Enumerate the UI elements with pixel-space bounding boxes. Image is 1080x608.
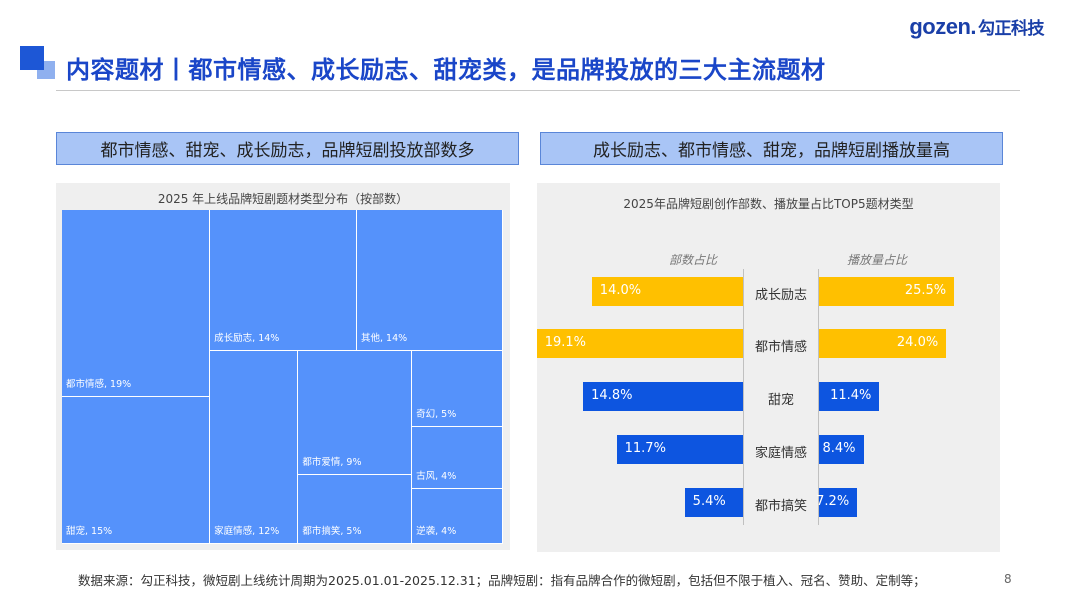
title-divider — [56, 90, 1020, 91]
right-bar — [819, 277, 955, 306]
gozen-logo: gozen. 勾正科技 — [909, 14, 1044, 40]
treemap-label: 逆袭, 4% — [416, 525, 457, 537]
right-bar-label: 11.4% — [830, 388, 872, 403]
left-bar-label: 11.7% — [624, 441, 666, 456]
logo-chinese: 勾正科技 — [978, 19, 1045, 38]
treemap-cell: 逆袭, 4% — [412, 489, 503, 544]
treemap-cell: 其他, 14% — [357, 210, 503, 351]
treemap-cell: 都市情感, 19% — [62, 210, 211, 398]
treemap-label: 奇幻, 5% — [416, 408, 457, 420]
bar-chart-panel: 2025年品牌短剧创作部数、播放量占比TOP5题材类型 部数占比 播放量占比 成… — [536, 183, 1000, 552]
treemap-label: 都市爱情, 9% — [302, 456, 362, 468]
right-bar-label: 8.4% — [822, 441, 856, 456]
treemap-label: 都市搞笑, 5% — [302, 525, 362, 537]
left-bar-label: 5.4% — [692, 494, 726, 509]
right-axis-label: 播放量占比 — [847, 253, 908, 267]
logo-wordmark: gozen. — [909, 14, 976, 39]
treemap-cell: 甜宠, 15% — [62, 397, 211, 544]
right-bar-label: 24.0% — [896, 335, 939, 350]
treemap-label: 甜宠, 15% — [66, 525, 113, 537]
right-bar — [819, 382, 880, 411]
treemap-label: 其他, 14% — [361, 332, 408, 344]
treemap-label: 家庭情感, 12% — [214, 525, 280, 537]
left-bar — [591, 277, 743, 306]
treemap-cell: 都市爱情, 9% — [298, 350, 413, 475]
right-section-heading: 成长励志、都市情感、甜宠，品牌短剧播放量高 — [540, 132, 1003, 165]
treemap-title: 2025 年上线品牌短剧题材类型分布（按部数） — [157, 192, 409, 206]
left-bar-label: 19.1% — [544, 335, 587, 350]
treemap-cell: 成长励志, 14% — [210, 210, 358, 351]
left-bar — [684, 488, 743, 517]
right-bar-label: 25.5% — [904, 283, 947, 298]
page-number: 8 — [1004, 572, 1012, 586]
right-bar-label: 7.2% — [816, 494, 850, 509]
category-label: 都市搞笑 — [754, 499, 807, 514]
treemap-label: 成长励志, 14% — [214, 332, 280, 344]
axis-divider-right — [818, 269, 819, 525]
treemap-cell: 奇幻, 5% — [412, 350, 503, 427]
left-bar-label: 14.0% — [599, 283, 642, 298]
category-label: 家庭情感 — [754, 446, 807, 461]
category-label: 成长励志 — [754, 288, 807, 303]
page-title: 内容题材丨都市情感、成长励志、甜宠类，是品牌投放的三大主流题材 — [66, 56, 826, 84]
left-bar-label: 14.8% — [591, 388, 633, 403]
treemap-panel: 2025 年上线品牌短剧题材类型分布（按部数） 都市情感, 19% 甜宠, 15%… — [56, 183, 510, 550]
category-label: 甜宠 — [767, 393, 794, 408]
treemap-label: 都市情感, 19% — [66, 379, 132, 391]
right-bar — [819, 488, 858, 517]
treemap-cell: 古风, 4% — [412, 426, 503, 490]
title-square-overlap — [37, 61, 44, 70]
left-axis-label: 部数占比 — [669, 253, 718, 267]
category-label: 都市情感 — [754, 340, 807, 355]
left-section-heading: 都市情感、甜宠、成长励志，品牌短剧投放部数多 — [56, 132, 519, 165]
left-bar — [616, 435, 743, 464]
left-bar — [536, 329, 743, 358]
right-bar — [819, 329, 947, 358]
bar-chart-title: 2025年品牌短剧创作部数、播放量占比TOP5题材类型 — [623, 197, 914, 211]
treemap-cell: 都市搞笑, 5% — [298, 474, 413, 544]
axis-divider-left — [743, 269, 744, 525]
treemap-label: 古风, 4% — [416, 471, 457, 483]
data-source-note: 数据来源：勾正科技，微短剧上线统计周期为2025.01.01-2025.12.3… — [78, 573, 926, 588]
treemap-cell: 家庭情感, 12% — [210, 350, 299, 544]
left-bar — [583, 382, 743, 411]
right-bar — [819, 435, 864, 464]
